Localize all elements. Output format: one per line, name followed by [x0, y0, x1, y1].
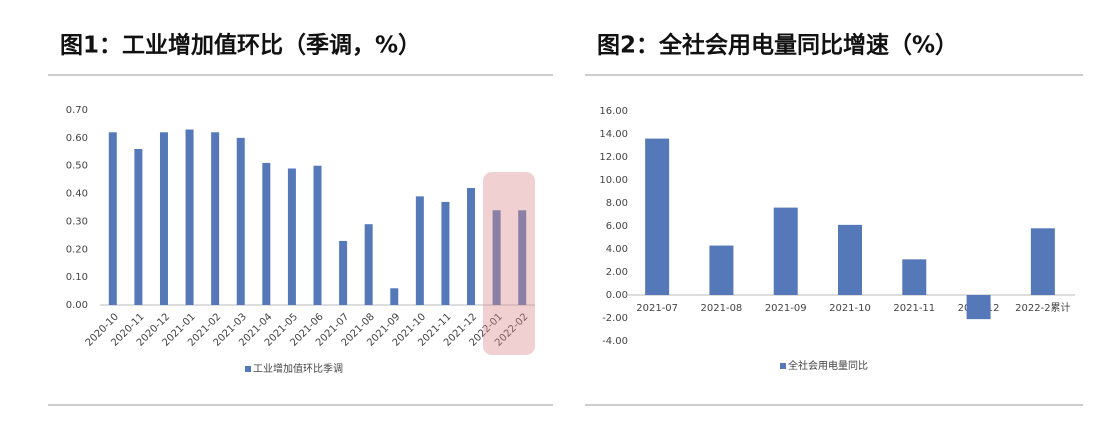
bar	[108, 132, 117, 305]
chart-1: 0.000.100.200.300.400.500.600.702020-102…	[66, 105, 535, 375]
bar	[159, 132, 168, 305]
bar	[838, 224, 862, 295]
y-tick-label: 0.50	[66, 161, 88, 172]
x-tick-label: 2021-08	[701, 303, 743, 314]
y-tick-label: 0.20	[66, 244, 88, 255]
bar	[492, 210, 501, 305]
y-tick-label: 0.10	[66, 272, 88, 283]
highlight-box	[483, 172, 535, 355]
bar	[902, 259, 927, 295]
bar	[339, 240, 348, 305]
legend-label: 工业增加值环比季调	[253, 362, 343, 375]
bar	[134, 149, 143, 305]
y-tick-label: 6.00	[606, 221, 628, 232]
bar	[211, 132, 220, 305]
x-tick-label: 2021-11	[893, 303, 935, 314]
y-tick-label: 10.00	[599, 175, 628, 186]
bar	[287, 168, 296, 305]
bar	[236, 137, 245, 305]
bar	[441, 201, 450, 305]
chart-2: -4.00 -2.00 0.00 2.00 4.00 6.00 8.00 10.00 12.00…	[599, 106, 1075, 372]
bar	[313, 165, 322, 305]
y-tick-label: 0.60	[66, 133, 88, 144]
bar	[709, 245, 734, 295]
bar	[262, 162, 271, 305]
chart-title: 图1：工业增加值环比（季调，%）	[60, 32, 421, 59]
y-tick-label: 16.00	[599, 106, 628, 117]
y-tick-label: 8.00	[606, 198, 628, 209]
bar	[518, 210, 527, 305]
x-tick-label: 2022-2累计	[1015, 301, 1070, 314]
legend-swatch	[245, 366, 251, 372]
legend-swatch	[780, 363, 786, 369]
y-tick-label: 0.00	[606, 290, 628, 301]
y-tick-label: -4.00	[602, 336, 628, 347]
x-tick-label: 2021-10	[829, 303, 871, 314]
y-tick-label: 0.30	[66, 216, 88, 227]
bar	[645, 138, 670, 295]
y-tick-label: -2.00	[602, 313, 628, 324]
bar	[390, 288, 399, 305]
legend-label: 全社会用电量同比	[788, 359, 868, 372]
bar	[773, 207, 798, 295]
y-tick-label: 12.00	[599, 152, 628, 163]
bar	[1030, 228, 1055, 295]
bar	[415, 196, 424, 305]
chart-title: 图2：全社会用电量同比增速（%）	[597, 32, 958, 59]
y-tick-label: 2.00	[606, 267, 628, 278]
y-tick-label: 4.00	[606, 244, 628, 255]
x-tick-label: 2021-09	[765, 303, 807, 314]
bar	[966, 295, 991, 320]
y-tick-label: 0.40	[66, 189, 88, 200]
x-tick-label: 2021-07	[636, 303, 678, 314]
y-tick-label: 14.00	[599, 129, 628, 140]
bar	[467, 188, 476, 305]
bar	[364, 224, 373, 305]
y-tick-label: 0.00	[66, 300, 88, 311]
bar	[185, 129, 194, 305]
y-tick-label: 0.70	[66, 105, 88, 116]
